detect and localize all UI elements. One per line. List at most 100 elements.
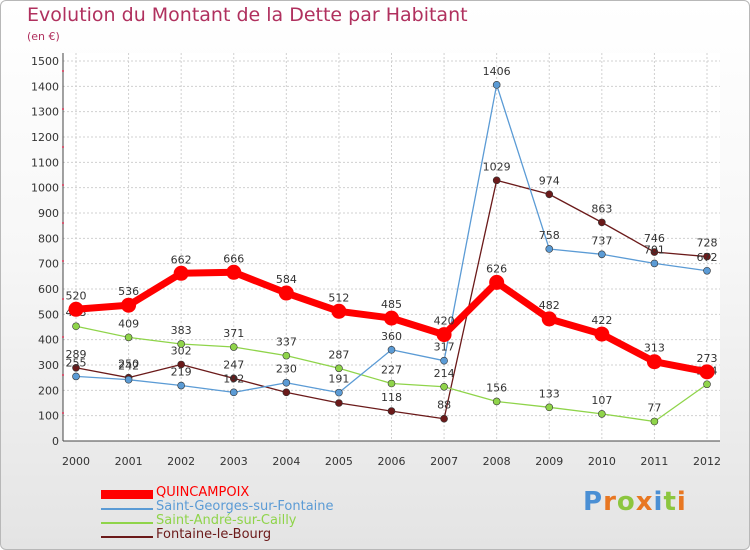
legend-label: QUINCAMPOIX [156,485,250,500]
legend-swatch [101,508,153,510]
axis-dot [62,260,64,262]
data-point [229,374,238,383]
data-label: 337 [276,336,297,349]
data-point [594,326,610,342]
data-point [177,340,185,348]
axis-dot [62,222,64,224]
x-tick-label: 2012 [693,455,721,468]
data-point [335,364,343,373]
data-point [177,360,185,369]
logo-letter: x [635,487,654,517]
data-point [124,333,133,342]
data-point [335,388,343,397]
x-tick-label: 2009 [535,455,563,468]
data-point [387,345,396,354]
x-tick-label: 2005 [325,455,353,468]
data-point [121,297,137,313]
data-point [703,380,711,389]
data-point [387,407,396,415]
data-label: 247 [223,358,244,371]
data-point [124,375,133,384]
data-point [492,81,501,89]
data-label: 214 [434,367,455,380]
data-point [384,310,399,326]
data-point [440,356,448,365]
data-label: 863 [591,202,612,215]
axis-dot [62,298,64,300]
data-point [282,388,291,397]
chart-subtitle: (en €) [27,30,60,43]
data-point [72,372,80,381]
data-label: 1406 [483,65,511,78]
data-label: 273 [697,352,718,365]
logo-letter: P [583,487,604,517]
data-label: 737 [591,234,612,247]
data-point [72,322,80,331]
data-point [545,245,554,253]
y-tick-label: 100 [38,410,59,423]
data-point [226,264,242,280]
legend-label: Saint-André-sur-Cailly [156,513,297,528]
logo-letter: o [616,487,636,517]
data-point [436,327,452,343]
chart-title: Evolution du Montant de la Dette par Hab… [27,4,468,26]
data-label: 662 [171,253,192,266]
data-label: 512 [328,291,349,304]
legend-swatch [101,490,153,499]
y-tick-label: 800 [38,232,59,245]
data-label: 156 [486,381,507,394]
data-label: 746 [644,232,665,245]
data-point [650,248,659,256]
data-label: 360 [381,330,402,343]
data-label: 420 [434,315,455,328]
x-tick-label: 2002 [167,455,195,468]
logo-letter: r [603,487,617,517]
x-tick-label: 2001 [115,455,143,468]
axis-dot [62,412,64,414]
data-label: 118 [381,391,402,404]
axis-dot [62,336,64,338]
data-point [440,414,448,423]
data-label: 287 [328,348,349,361]
y-tick-label: 500 [38,308,59,321]
data-label: 758 [539,229,560,242]
data-point [335,399,343,407]
data-point [545,403,554,412]
data-label: 88 [437,399,451,412]
data-point [282,351,291,360]
data-label: 230 [276,363,297,376]
data-label: 666 [223,252,244,265]
data-label: 242 [118,360,139,373]
y-tick-label: 400 [38,334,59,347]
data-point [72,363,80,372]
data-label: 317 [434,341,455,354]
data-label: 974 [539,174,560,187]
data-label: 227 [381,363,402,376]
y-tick-label: 0 [52,435,59,448]
x-tick-label: 2006 [378,455,406,468]
y-tick-label: 1400 [31,80,59,93]
data-label: 584 [276,273,297,286]
data-label: 383 [171,324,192,337]
axis-dot [62,108,64,110]
y-tick-label: 1100 [31,156,59,169]
data-label: 1029 [483,160,511,173]
x-tick-label: 2000 [62,455,90,468]
data-point [646,354,662,370]
data-label: 255 [66,356,87,369]
data-point [541,311,557,327]
data-label: 626 [486,262,507,275]
axis-dot [62,70,64,72]
data-label: 133 [539,387,560,400]
data-label: 192 [223,372,244,385]
logo-letter: i [653,487,664,517]
data-point [650,417,659,426]
y-tick-label: 900 [38,207,59,220]
data-label: 371 [223,327,244,340]
data-point [68,301,84,317]
y-tick-label: 1300 [31,106,59,119]
x-tick-label: 2007 [430,455,458,468]
data-label: 107 [591,394,612,407]
